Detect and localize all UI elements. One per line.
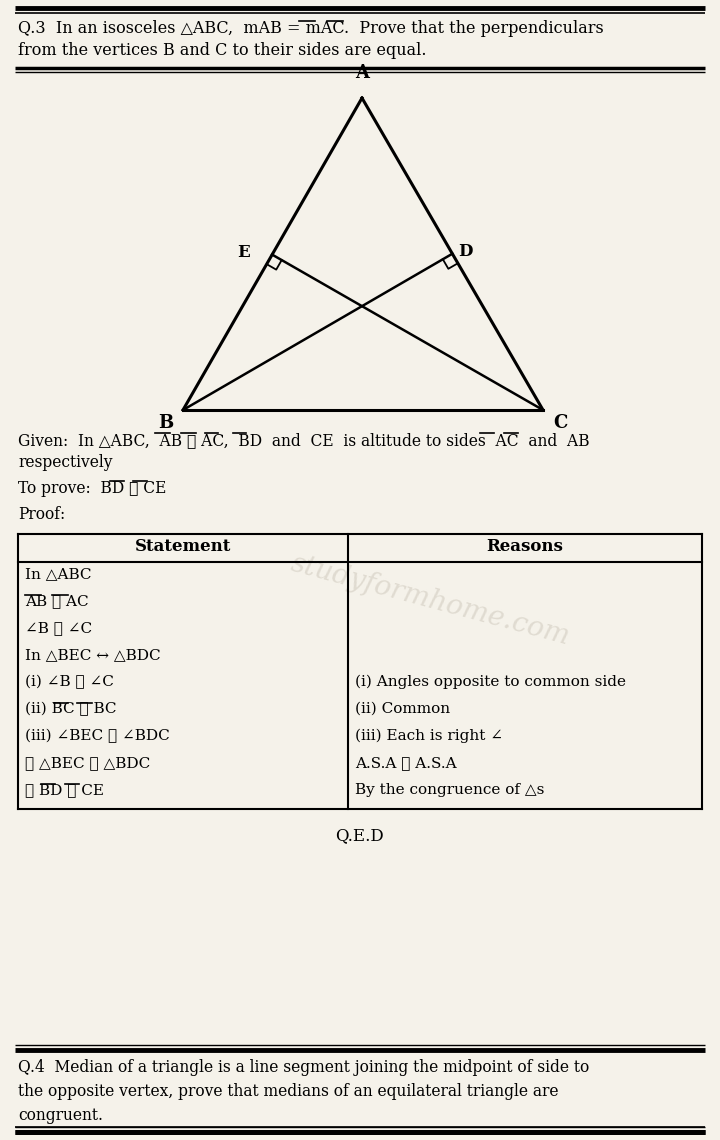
- Text: Given:  In △ABC,  AB ≅ AC,  BD  and  CE  is altitude to sides  AC  and  AB: Given: In △ABC, AB ≅ AC, BD and CE is al…: [18, 432, 590, 449]
- Text: (iii) ∠BEC ≅ ∠BDC: (iii) ∠BEC ≅ ∠BDC: [25, 728, 170, 743]
- Text: To prove:  BD ≅ CE: To prove: BD ≅ CE: [18, 480, 166, 497]
- Text: studyformhome.com: studyformhome.com: [287, 549, 572, 650]
- Text: ∴ BD ≅ CE: ∴ BD ≅ CE: [25, 783, 104, 797]
- Text: ∴ △BEC ≅ △BDC: ∴ △BEC ≅ △BDC: [25, 756, 150, 770]
- Text: (i) ∠B ≅ ∠C: (i) ∠B ≅ ∠C: [25, 675, 114, 690]
- Text: congruent.: congruent.: [18, 1107, 103, 1124]
- Text: (ii) Common: (ii) Common: [355, 702, 450, 716]
- Text: A: A: [355, 64, 369, 82]
- Text: By the congruence of △s: By the congruence of △s: [355, 783, 544, 797]
- Text: the opposite vertex, prove that medians of an equilateral triangle are: the opposite vertex, prove that medians …: [18, 1083, 559, 1100]
- Text: In △BEC ↔ △BDC: In △BEC ↔ △BDC: [25, 648, 161, 662]
- Text: Proof:: Proof:: [18, 506, 66, 523]
- Text: Q.E.D: Q.E.D: [336, 826, 384, 844]
- Text: B: B: [158, 414, 173, 432]
- Text: C: C: [553, 414, 567, 432]
- Text: Statement: Statement: [135, 538, 231, 555]
- Text: Q.4  Median of a triangle is a line segment joining the midpoint of side to: Q.4 Median of a triangle is a line segme…: [18, 1059, 589, 1076]
- Text: (iii) Each is right ∠: (iii) Each is right ∠: [355, 728, 503, 743]
- Text: AB ≅ AC: AB ≅ AC: [25, 594, 89, 608]
- Text: (ii) BC ≅ BC: (ii) BC ≅ BC: [25, 702, 117, 716]
- Text: from the vertices B and C to their sides are equal.: from the vertices B and C to their sides…: [18, 42, 426, 59]
- Text: A.S.A ≅ A.S.A: A.S.A ≅ A.S.A: [355, 756, 456, 770]
- Text: ∠B ≅ ∠C: ∠B ≅ ∠C: [25, 621, 92, 635]
- Text: respectively: respectively: [18, 454, 112, 471]
- Text: E: E: [238, 244, 250, 261]
- Text: In △ABC: In △ABC: [25, 567, 91, 581]
- Text: (i) Angles opposite to common side: (i) Angles opposite to common side: [355, 675, 626, 690]
- Text: Reasons: Reasons: [487, 538, 564, 555]
- Text: Q.3  In an isosceles △ABC,  mAB = mAC.  Prove that the perpendiculars: Q.3 In an isosceles △ABC, mAB = mAC. Pro…: [18, 21, 604, 36]
- Text: D: D: [459, 243, 473, 260]
